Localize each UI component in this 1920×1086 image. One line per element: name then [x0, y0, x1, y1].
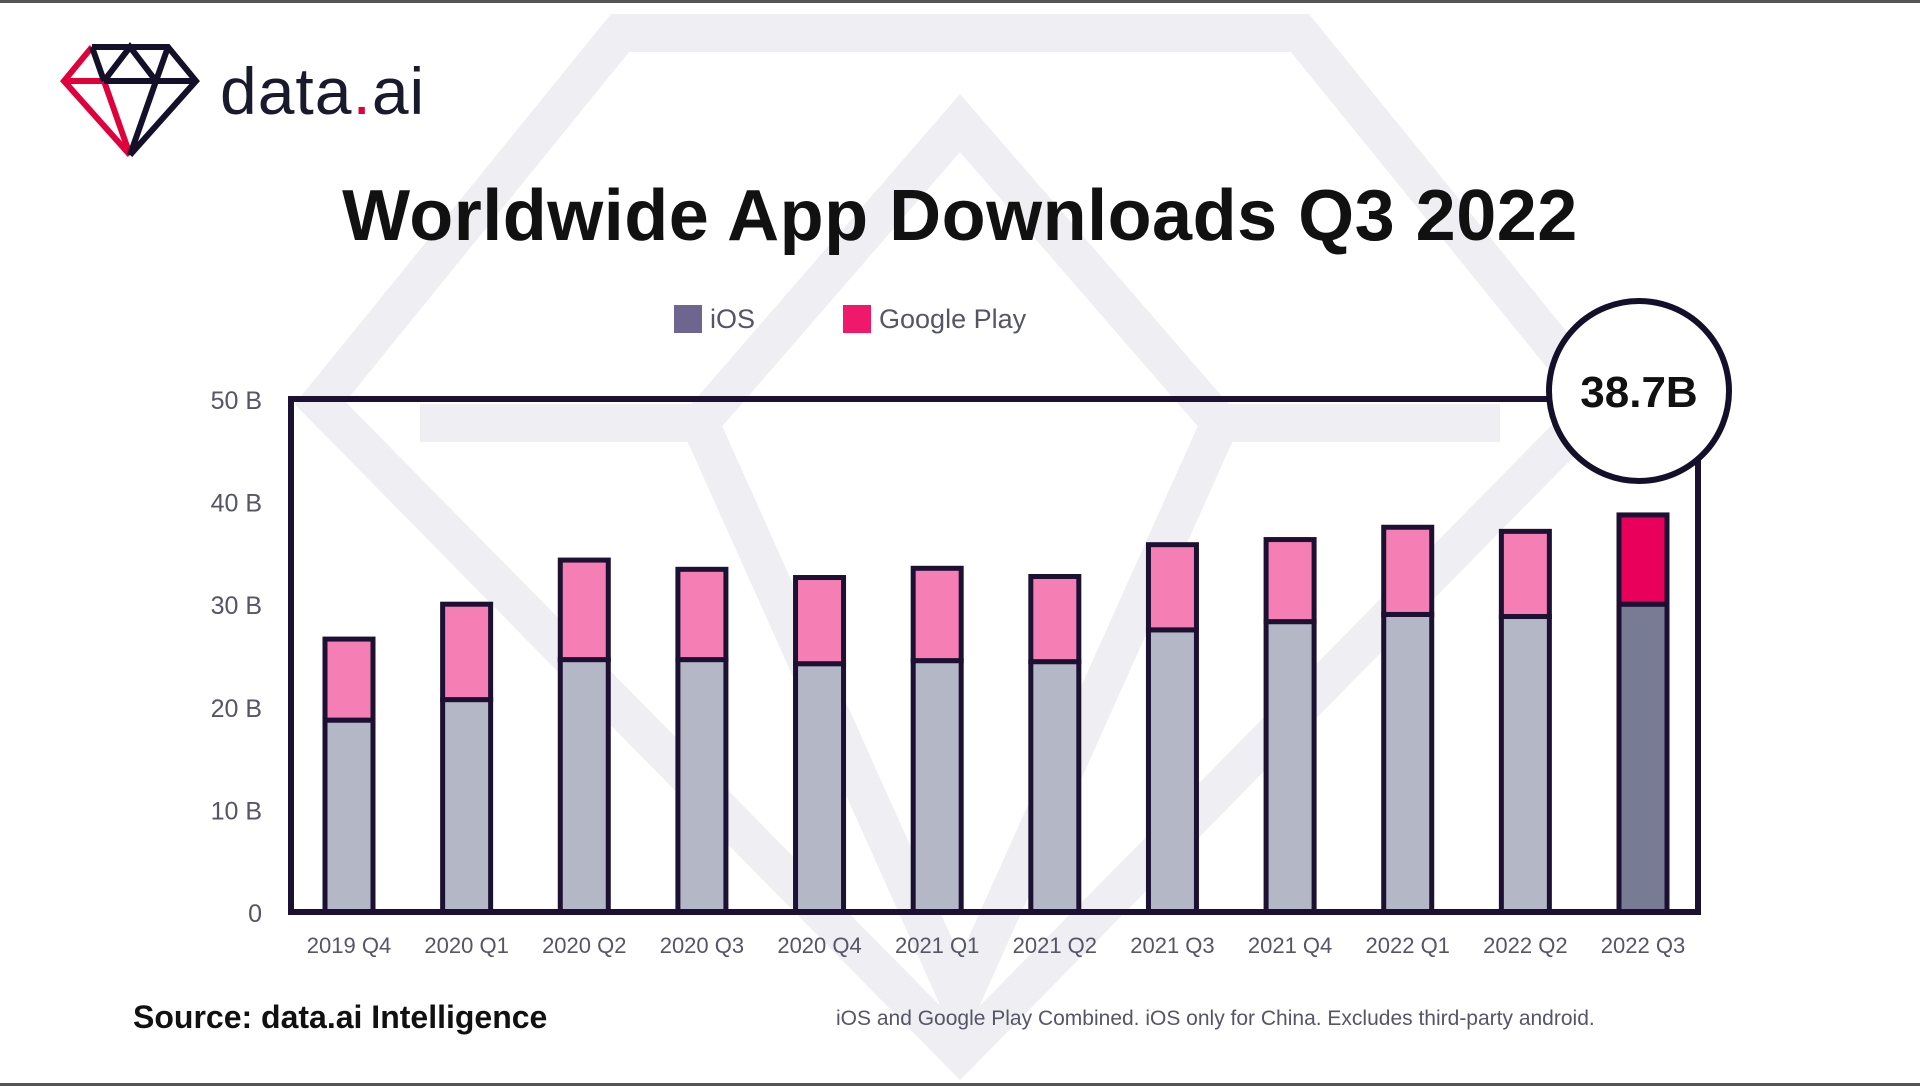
chart-legend: iOS Google Play [674, 301, 1114, 337]
chart-title: Worldwide App Downloads Q3 2022 [342, 176, 1578, 256]
x-tick-label: 2021 Q2 [1013, 933, 1097, 958]
logo-text-dot: . [352, 54, 372, 128]
y-tick-label: 40 B [211, 490, 262, 518]
x-tick-label: 2022 Q2 [1483, 933, 1567, 958]
y-tick-label: 0 [248, 900, 262, 928]
bar-ios [1028, 659, 1082, 915]
x-tick-label: 2020 Q3 [660, 933, 744, 958]
logo-wordmark: data.ai [220, 53, 425, 129]
footnote-text: iOS and Google Play Combined. iOS only f… [836, 1007, 1595, 1030]
legend-swatch-ios [674, 305, 702, 333]
x-tick-label: 2020 Q2 [542, 933, 626, 958]
bar-ios [1145, 627, 1199, 915]
x-tick-label: 2021 Q3 [1130, 933, 1214, 958]
y-tick-label: 30 B [211, 592, 262, 620]
bar-google-play [675, 566, 729, 663]
x-tick-label: 2022 Q3 [1601, 933, 1685, 958]
bar-ios [1263, 619, 1317, 915]
legend-label-ios: iOS [710, 303, 756, 334]
legend-swatch-google-play [843, 305, 872, 333]
bar-google-play [1498, 528, 1552, 620]
x-tick-label: 2021 Q1 [895, 933, 979, 958]
y-tick-label: 20 B [211, 695, 262, 723]
x-tick-label: 2022 Q1 [1366, 933, 1450, 958]
bar-google-play [1145, 542, 1199, 633]
legend-item-google-play: Google Play [843, 304, 1026, 335]
bar-chart: 0 10 B 20 B 30 B 40 B 50 B 2019 Q4 2020 Q1 2020 … [211, 298, 1732, 958]
bar-google-play [1263, 537, 1317, 625]
bar-ios [322, 717, 376, 915]
bar-ios [1498, 614, 1552, 915]
bar-google-play [557, 557, 611, 663]
callout-value: 38.7B [1580, 368, 1697, 417]
diamond-logo-icon [60, 42, 200, 157]
bar-google-play [1616, 512, 1670, 607]
bar-google-play [1028, 573, 1082, 665]
bar-google-play [440, 601, 494, 703]
y-tick-label: 50 B [211, 387, 262, 415]
bar-ios [675, 657, 729, 915]
bar-ios [793, 661, 847, 915]
bar-google-play [910, 565, 964, 664]
legend-label-google-play: Google Play [879, 303, 1027, 334]
x-tick-label: 2019 Q4 [307, 933, 391, 958]
callout-circle [1546, 298, 1732, 484]
x-tick-label: 2020 Q1 [424, 933, 508, 958]
bar-google-play [793, 575, 847, 667]
bar-google-play [1381, 524, 1435, 617]
x-tick-label: 2020 Q4 [777, 933, 861, 958]
bar-ios [910, 658, 964, 915]
bar-ios [440, 697, 494, 915]
source-text: Source: data.ai Intelligence [133, 999, 548, 1035]
x-tick-label: 2021 Q4 [1248, 933, 1332, 958]
bar-google-play [322, 636, 376, 723]
plot-frame [288, 396, 1701, 915]
bar-ios [1381, 611, 1435, 915]
bar-ios [557, 657, 611, 915]
y-tick-label: 10 B [211, 797, 262, 825]
logo-text-prefix: data [220, 54, 353, 128]
bar-ios [1616, 601, 1670, 915]
legend-item-ios: iOS [674, 304, 755, 335]
data-ai-logo: data.ai [60, 41, 440, 161]
logo-text-suffix: ai [371, 54, 426, 128]
